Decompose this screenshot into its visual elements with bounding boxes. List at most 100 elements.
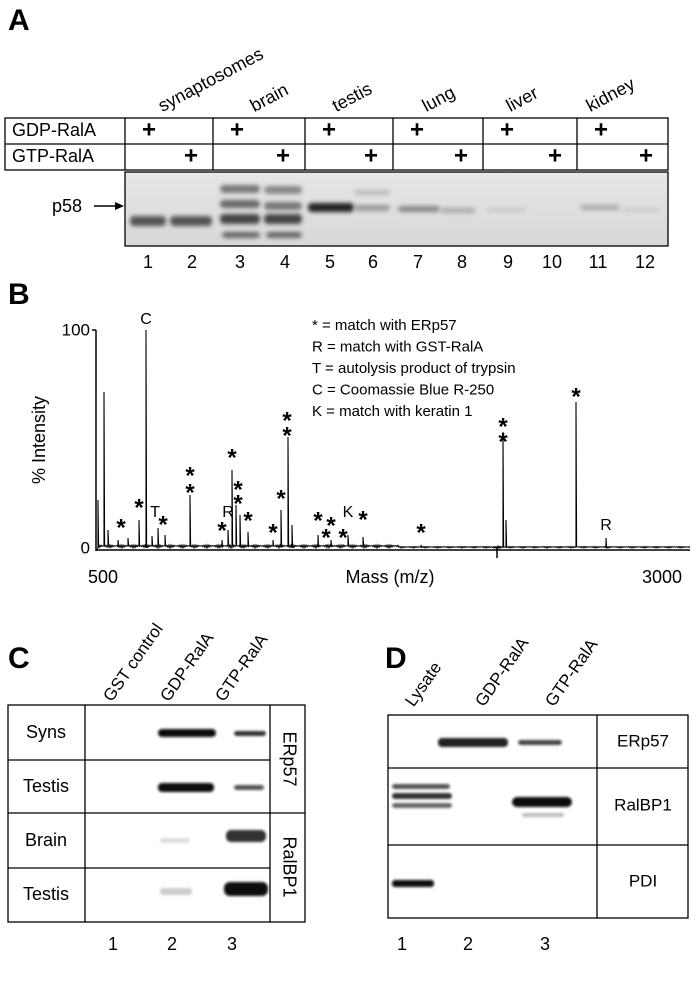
row-label: Testis [23,776,69,796]
plus-mark: + [639,142,653,169]
band [264,202,302,210]
column-label: GTP-RalA [541,635,601,710]
row-label: GTP-RalA [12,146,94,166]
band [392,880,434,887]
band [226,830,266,842]
y-tick-label: 100 [62,320,90,339]
row-label: Syns [26,722,66,742]
lane-number: 2 [167,934,177,954]
peak-annotation: T [150,504,160,521]
plus-mark: + [500,116,514,143]
lane-number: 1 [143,252,153,272]
row-label: Brain [25,830,67,850]
row-label: PDI [629,871,657,890]
column-label: GDP-RalA [471,633,532,709]
legend-entry: R = match with GST-RalA [312,338,483,355]
peak-annotation: * [338,524,348,551]
band [264,214,302,224]
band [220,185,260,193]
band [486,208,526,212]
lane-number: 1 [397,934,407,954]
peak-annotation: * [185,462,195,489]
lane-number: 5 [325,252,335,272]
y-tick-label: 0 [81,538,90,557]
band [158,729,216,737]
sample-label: liver [503,83,542,116]
peak-annotation: * [498,428,508,455]
peak-annotation: * [571,383,581,410]
lane-number: 3 [235,252,245,272]
lane-number: 1 [108,934,118,954]
band [158,783,214,792]
peak-annotation: * [282,422,292,449]
peak-annotation: * [416,519,426,546]
legend-entry: T = autolysis product of trypsin [312,360,516,377]
peak-annotation: * [268,519,278,546]
plus-mark: + [322,116,336,143]
lane-number: 2 [463,934,473,954]
lane-number: 3 [227,934,237,954]
plus-mark: + [184,142,198,169]
peak-annotation: * [358,506,368,533]
peak-annotation: * [233,476,243,503]
band [354,190,390,195]
plus-mark: + [594,116,608,143]
lane-number: 7 [413,252,423,272]
group-label: ERp57 [279,731,299,786]
peak-annotation: * [326,512,336,539]
peak-annotation: * [217,517,227,544]
legend-entry: K = match with keratin 1 [312,403,473,420]
band [392,793,452,799]
band [622,208,660,212]
band [522,813,564,817]
band [160,838,190,843]
lane-number: 9 [503,252,513,272]
band [130,216,166,226]
band [220,214,260,224]
peak-annotation: * [185,479,195,506]
band [220,200,260,208]
peak-annotation: K [343,504,354,521]
band [398,206,440,212]
row-label: RalBP1 [614,795,672,814]
peak-annotation: * [233,490,243,517]
band [512,797,572,807]
plus-mark: + [454,142,468,169]
band [580,205,620,210]
marker-label: p58 [52,196,82,216]
legend-entry: C = Coomassie Blue R-250 [312,381,494,398]
panel-label: D [385,642,407,675]
plus-mark: + [364,142,378,169]
peak-annotation: * [158,511,168,538]
peak-annotation: * [243,507,253,534]
marker-arrowhead [115,202,124,210]
band [438,738,508,747]
lane-number: 4 [280,252,290,272]
plus-mark: + [276,142,290,169]
peak-annotation: * [498,413,508,440]
panel-label: C [8,642,30,675]
band [354,205,390,211]
legend-entry: * = match with ERp57 [312,317,457,334]
sample-label: testis [329,78,375,115]
lane-number: 11 [589,252,608,272]
band [234,731,266,736]
peak-annotation: * [116,514,126,541]
column-label: GDP-RalA [156,628,217,704]
band [222,232,260,238]
peak-annotation: C [140,311,152,328]
row-label: ERp57 [617,731,669,750]
plus-mark: + [142,116,156,143]
panel-label: A [8,4,30,37]
band [160,888,192,895]
peak-annotation: R [600,517,612,534]
lane-number: 6 [368,252,378,272]
band [264,186,302,194]
lane-number: 12 [635,252,655,272]
spectrum [96,329,691,551]
plus-mark: + [410,116,424,143]
peak-annotation: * [134,494,144,521]
row-label: GDP-RalA [12,120,96,140]
group-label: RalBP1 [279,836,299,897]
